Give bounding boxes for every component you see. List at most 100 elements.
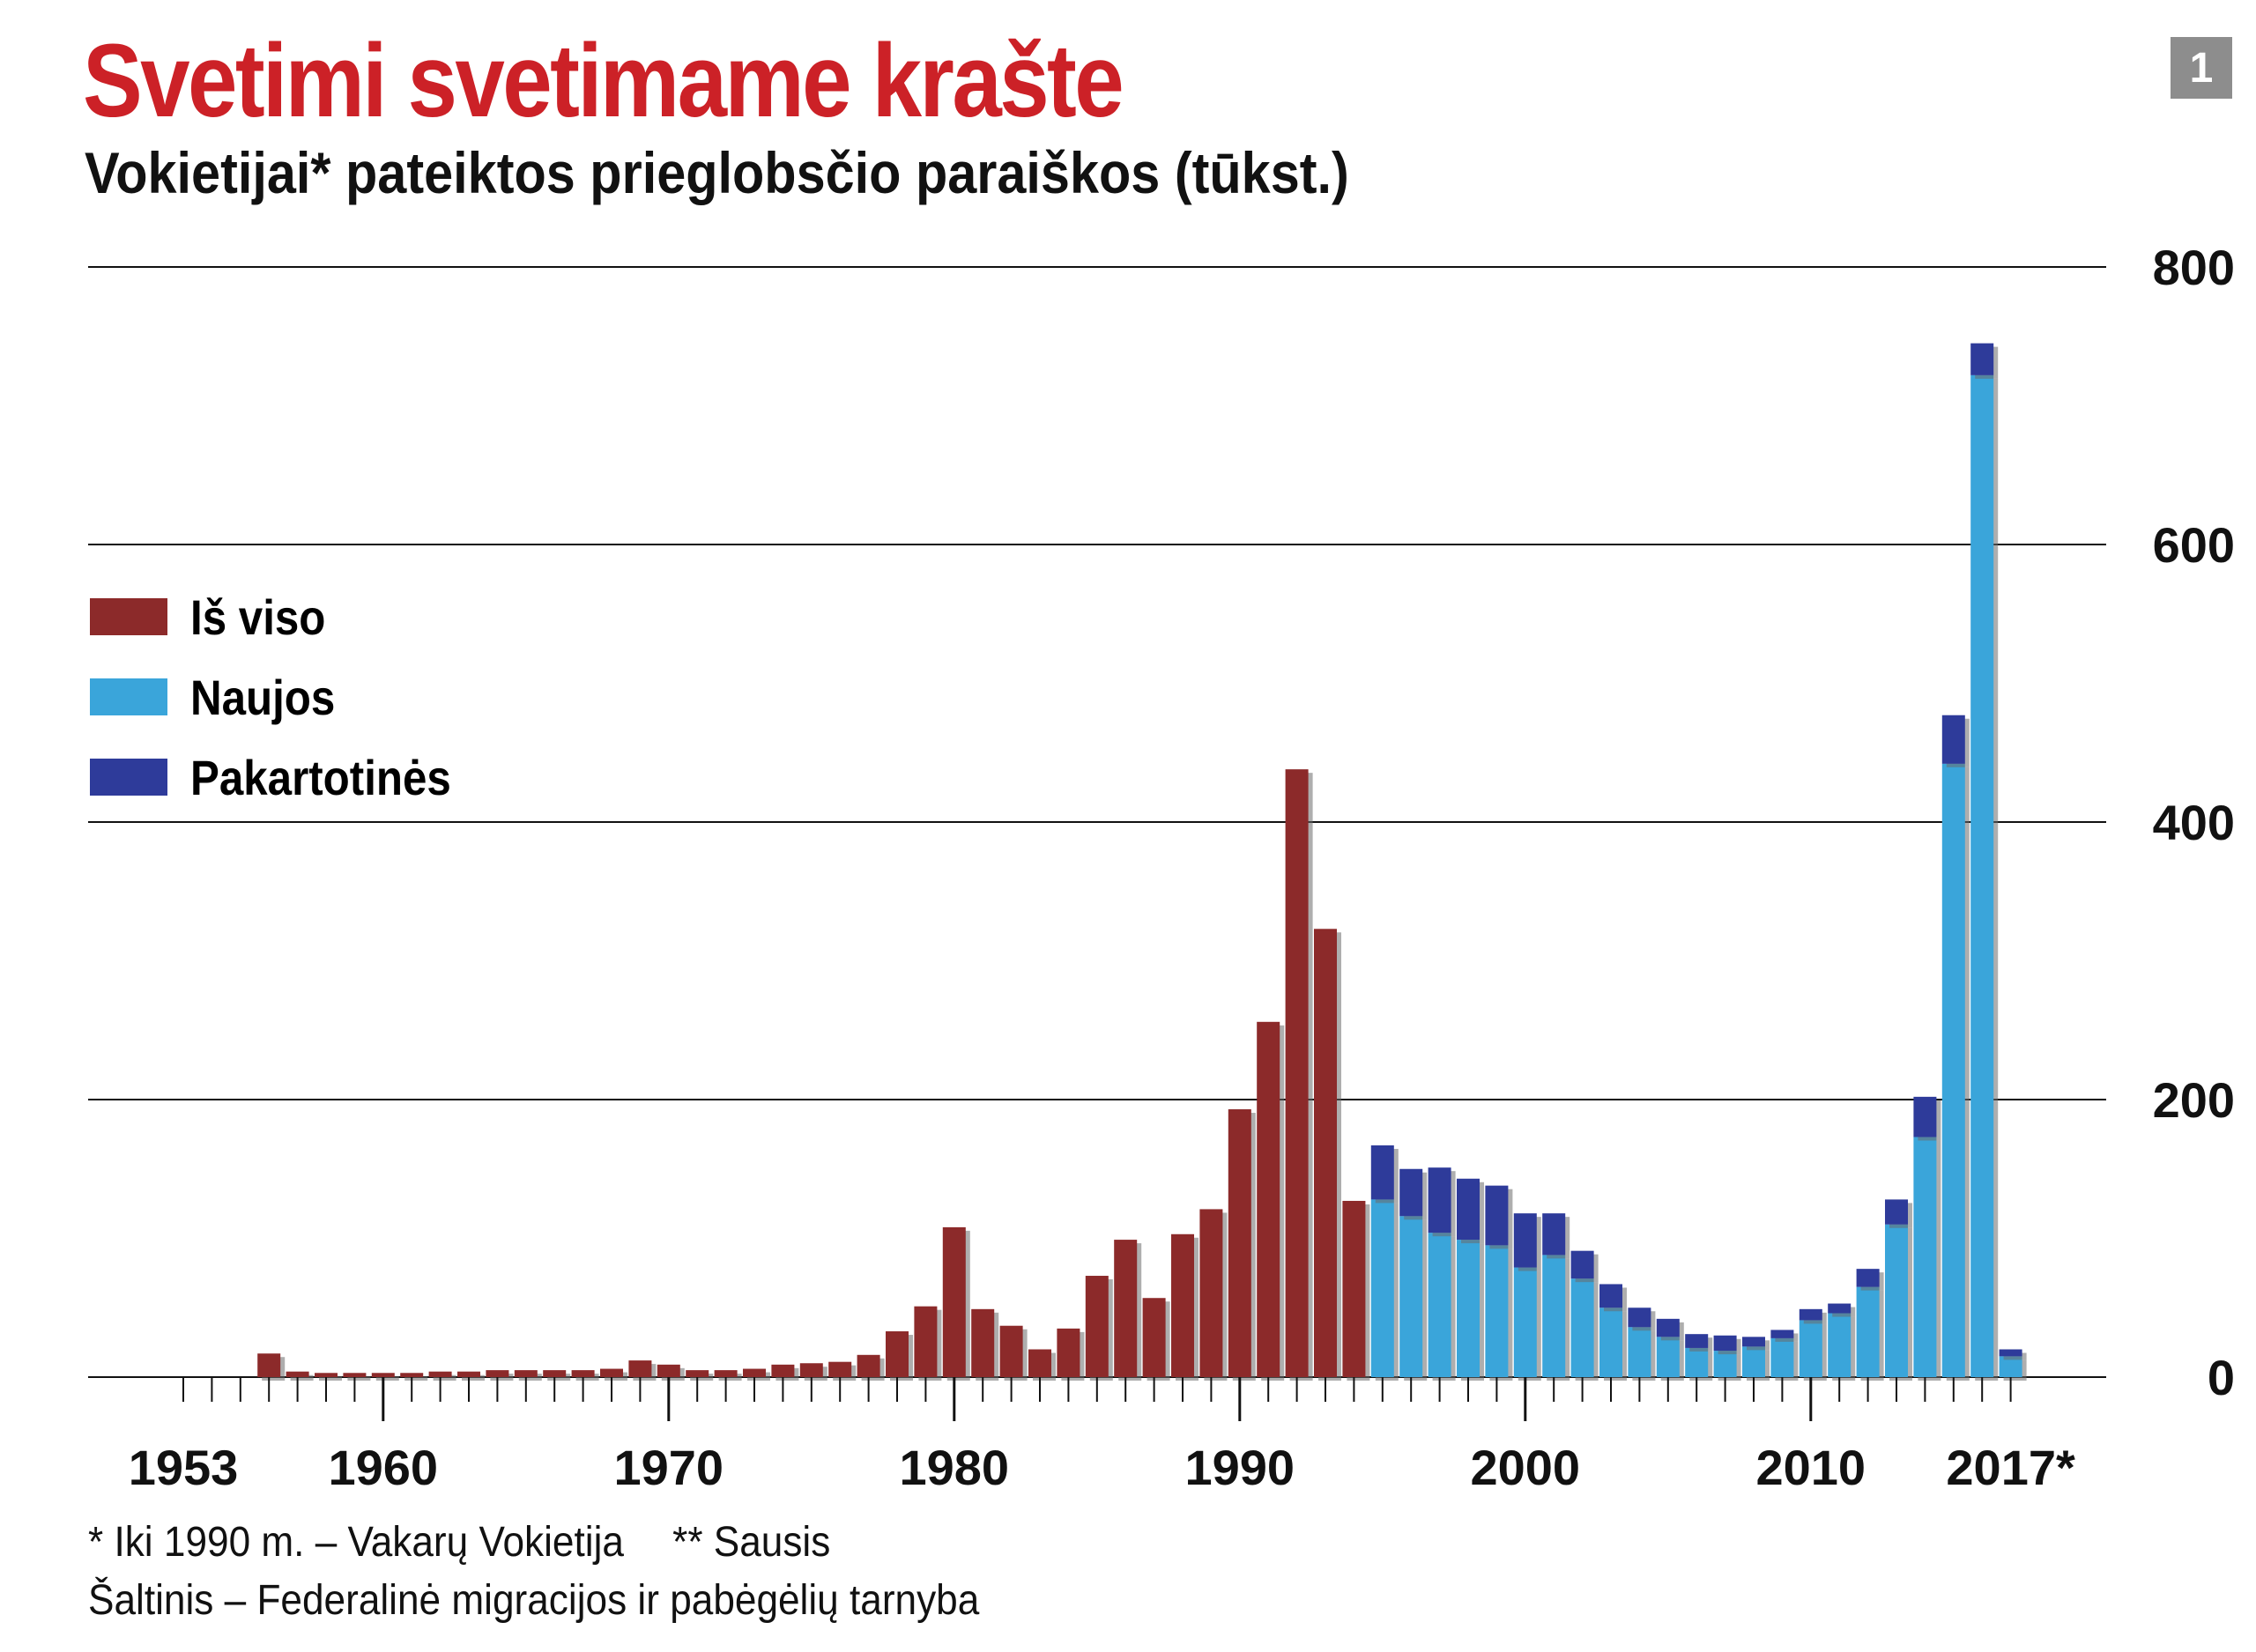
legend-swatch-total <box>90 598 167 635</box>
bar-new-2016 <box>1970 374 1994 1378</box>
x-tick-label-2017*: 2017* <box>1946 1440 2075 1495</box>
bar-repeat-2016 <box>1970 343 1994 375</box>
bar-repeat-2014 <box>1913 1096 1937 1137</box>
page-number-badge: 1 <box>2171 37 2232 99</box>
x-tick-label-1970: 1970 <box>614 1440 724 1495</box>
bar-total-1994 <box>1342 1200 1366 1377</box>
bar-repeat-2012 <box>1856 1269 1880 1287</box>
chart-title: Svetimi svetimame krašte <box>83 23 1124 139</box>
y-tick-label-400: 400 <box>2153 795 2235 850</box>
legend-item-repeat: Pakartotinės <box>90 749 486 805</box>
bar-total-1958 <box>315 1373 338 1377</box>
bar-total-1960 <box>371 1373 395 1377</box>
bar-repeat-2009 <box>1770 1330 1794 1338</box>
bar-repeat-2015 <box>1941 715 1965 764</box>
bar-new-2011 <box>1828 1313 1852 1377</box>
bar-new-2000 <box>1513 1267 1537 1377</box>
bar-repeat-2002 <box>1570 1250 1594 1279</box>
bar-total-1957 <box>286 1371 309 1377</box>
legend-label-total: Iš viso <box>190 589 326 645</box>
legend-swatch-repeat <box>90 759 167 796</box>
bar-new-2014 <box>1913 1137 1937 1377</box>
bar-new-1999 <box>1485 1245 1509 1377</box>
bar-new-2002 <box>1570 1278 1594 1377</box>
bar-new-2004 <box>1628 1327 1651 1377</box>
x-tick-label-1980: 1980 <box>900 1440 1010 1495</box>
bar-new-2001 <box>1542 1255 1566 1377</box>
bar-new-2005 <box>1656 1337 1680 1377</box>
bar-total-1966-shadow <box>547 1374 571 1381</box>
bar-repeat-2003 <box>1599 1284 1622 1308</box>
bar-repeat-2017-shadow <box>2003 1352 2027 1360</box>
y-axis-tick-labels: 0 200 400 600 800 <box>2153 240 2235 1405</box>
x-tick-label-1960: 1960 <box>329 1440 439 1495</box>
bar-new-2009 <box>1770 1337 1794 1377</box>
bar-total-1971 <box>686 1370 709 1377</box>
bar-repeat-2008 <box>1742 1337 1765 1347</box>
y-tick-label-0: 0 <box>2208 1350 2235 1405</box>
gridlines <box>88 266 2106 1378</box>
bar-new-1998 <box>1457 1240 1480 1377</box>
bar-repeat-2017 <box>1999 1349 2022 1357</box>
legend-label-repeat: Pakartotinės <box>190 749 451 805</box>
legend-item-new: Naujos <box>90 669 355 725</box>
bar-total-1985 <box>1085 1276 1109 1377</box>
bar-total-1968 <box>600 1368 623 1377</box>
bar-new-2006 <box>1685 1347 1709 1377</box>
bar-total-1993 <box>1314 929 1337 1377</box>
bar-new-1997 <box>1428 1233 1451 1377</box>
bar-new-1995 <box>1370 1199 1394 1377</box>
x-tick-label-1990: 1990 <box>1185 1440 1295 1495</box>
bar-total-1960-shadow <box>375 1376 399 1381</box>
bar-repeat-1997 <box>1428 1167 1451 1233</box>
legend-label-new: Naujos <box>190 669 336 725</box>
bar-total-1980 <box>942 1226 966 1377</box>
bar-repeat-1995 <box>1370 1145 1394 1200</box>
x-tick-label-2010: 2010 <box>1756 1440 1866 1495</box>
bar-repeat-1999 <box>1485 1185 1509 1246</box>
bar-total-1977 <box>857 1354 880 1377</box>
bar-total-1983 <box>1028 1349 1051 1377</box>
bar-total-1975 <box>799 1363 823 1377</box>
y-tick-label-200: 200 <box>2153 1072 2235 1128</box>
source-note: Šaltinis – Federalinė migracijos ir pabė… <box>88 1577 980 1624</box>
footnotes: * Iki 1990 m. – Vakarų Vokietija ** Sausi… <box>88 1514 979 1630</box>
footnote-west-germany: * Iki 1990 m. – Vakarų Vokietija <box>88 1519 624 1566</box>
bar-total-1978 <box>886 1331 909 1377</box>
footnote-january: ** Sausis <box>672 1519 831 1566</box>
bar-repeat-2010 <box>1799 1308 1822 1321</box>
bar-repeat-2013 <box>1885 1199 1908 1225</box>
bar-total-1959 <box>343 1373 367 1377</box>
bar-total-1974 <box>771 1364 795 1377</box>
bar-total-1988 <box>1171 1233 1194 1377</box>
bar-total-1965-shadow <box>518 1374 542 1381</box>
bar-total-1973 <box>743 1368 766 1377</box>
bar-new-2013 <box>1885 1224 1908 1377</box>
bar-total-1992 <box>1285 769 1309 1377</box>
bar-repeat-2004 <box>1628 1308 1651 1328</box>
bar-new-2003 <box>1599 1308 1622 1377</box>
bar-total-1959-shadow <box>347 1376 371 1381</box>
bar-total-1981 <box>971 1308 995 1377</box>
bar-total-1969 <box>628 1360 652 1377</box>
bar-total-1957-shadow <box>290 1374 314 1381</box>
bar-total-1989 <box>1199 1209 1223 1377</box>
bar-total-1971-shadow <box>690 1374 714 1381</box>
bar-total-1972 <box>714 1370 738 1377</box>
bar-total-1964-shadow <box>490 1374 514 1381</box>
bar-total-1962-shadow <box>433 1374 456 1381</box>
bar-repeat-2006 <box>1685 1334 1709 1348</box>
bar-total-1961 <box>400 1373 424 1377</box>
bar-total-1963 <box>457 1371 480 1377</box>
bar-total-1984 <box>1057 1328 1080 1377</box>
bar-new-2015 <box>1941 763 1965 1377</box>
bar-repeat-1998 <box>1457 1178 1480 1241</box>
bar-total-1976 <box>828 1361 852 1377</box>
x-tick-label-1953: 1953 <box>129 1440 239 1495</box>
bar-total-1956 <box>257 1353 281 1377</box>
bar-total-1962 <box>428 1371 452 1377</box>
bar-new-1996 <box>1399 1216 1423 1377</box>
bar-total-1963-shadow <box>462 1374 485 1381</box>
bar-repeat-2011 <box>1828 1303 1852 1314</box>
bar-repeat-1996 <box>1399 1168 1423 1217</box>
